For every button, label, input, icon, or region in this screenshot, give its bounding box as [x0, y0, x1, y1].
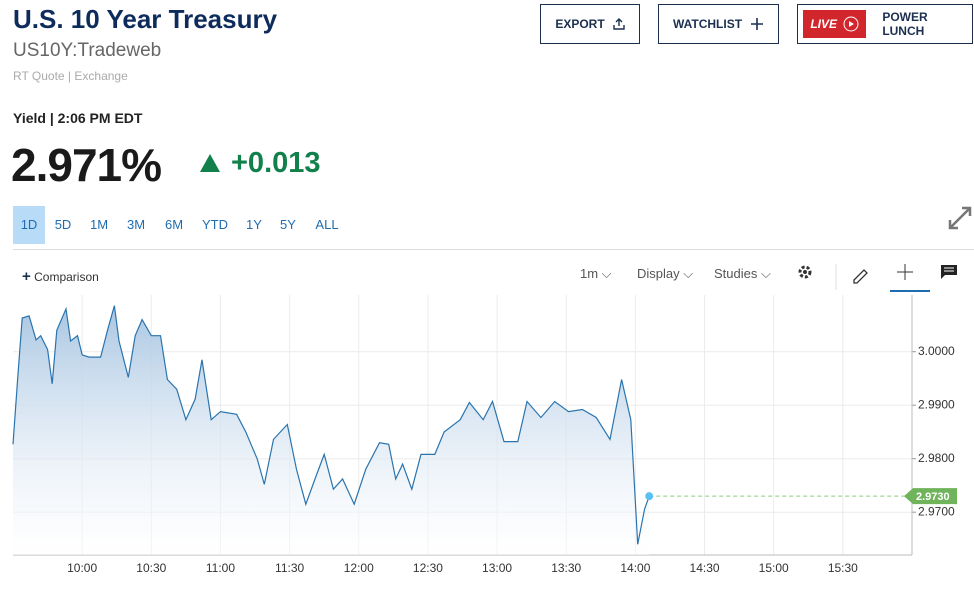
x-tick-label: 12:00 — [344, 561, 374, 575]
y-tick-label: 2.9700 — [918, 504, 955, 518]
label: Display — [637, 266, 680, 281]
x-tick-label: 15:00 — [759, 561, 789, 575]
label: Comparison — [34, 270, 99, 284]
last-value-tag — [904, 488, 957, 505]
source: RT Quote | Exchange — [13, 69, 128, 83]
source-part: RT Quote — [13, 69, 65, 83]
range-button[interactable]: 3M — [126, 217, 146, 232]
range-button[interactable]: ALL — [315, 217, 339, 232]
x-tick-label: 11:30 — [275, 561, 304, 575]
y-tick-label: 2.9900 — [918, 397, 955, 411]
tool-icons — [798, 264, 957, 292]
icon — [612, 18, 625, 30]
area — [13, 305, 650, 555]
x-tick-label: 14:00 — [620, 561, 650, 575]
time: 2:06 PM EDT — [57, 110, 143, 126]
interval[interactable]: 1m ⌵ — [580, 266, 612, 281]
title: U.S. 10 Year Treasury — [13, 4, 278, 34]
range-button[interactable]: 1D — [13, 206, 45, 244]
price: 2.971% — [11, 139, 162, 191]
label: Yield — [13, 110, 46, 126]
range-button[interactable]: 1Y — [246, 217, 262, 232]
range-button[interactable]: 5Y — [280, 217, 296, 232]
last-value-dot — [645, 492, 654, 501]
x-tick-label: 15:30 — [828, 561, 858, 575]
quote-label: Yield | 2:06 PM EDT — [13, 110, 143, 126]
label: LIVE — [810, 17, 837, 31]
x-tick-label: 10:00 — [67, 561, 97, 575]
comparison[interactable]: + Comparison — [22, 268, 99, 285]
last-value-label: 2.9730 — [916, 491, 950, 503]
change: +0.013 — [231, 147, 321, 179]
x-tick-label: 13:30 — [551, 561, 581, 575]
label: 1m — [580, 266, 599, 281]
y-tick-label: 2.9800 — [918, 451, 955, 465]
x-tick-label: 13:00 — [482, 561, 512, 575]
icon — [843, 16, 859, 32]
label: WATCHLIST — [672, 17, 743, 31]
label: EXPORT — [555, 17, 605, 31]
icon — [751, 18, 764, 30]
divider — [13, 249, 974, 250]
watchlist-button[interactable]: WATCHLIST — [658, 4, 779, 44]
up-arrow — [200, 154, 220, 172]
expand-icon[interactable] — [946, 204, 974, 232]
live-badge: LIVE — [803, 10, 867, 38]
range-button[interactable]: 5D — [54, 217, 72, 232]
range-button[interactable]: 6M — [164, 217, 184, 232]
y-tick-label: 3.0000 — [918, 344, 955, 358]
x-tick-label: 12:30 — [413, 561, 443, 575]
label: Studies — [714, 266, 758, 281]
live-button[interactable]: LIVE POWER LUNCH — [797, 4, 973, 44]
x-tick-label: 14:30 — [690, 561, 720, 575]
x-tick-label: 10:30 — [136, 561, 166, 575]
label: POWER LUNCH — [882, 10, 928, 38]
display[interactable]: Display ⌵ — [637, 266, 694, 281]
range-button[interactable]: YTD — [202, 217, 228, 232]
source-part: Exchange — [74, 69, 128, 83]
studies[interactable]: Studies ⌵ — [714, 266, 771, 281]
x-tick-label: 11:00 — [206, 561, 235, 575]
symbol: US10Y:Tradeweb — [13, 40, 162, 61]
range-button[interactable]: 1M — [89, 217, 109, 232]
line — [12, 305, 650, 545]
export-button[interactable]: EXPORT — [540, 4, 640, 44]
